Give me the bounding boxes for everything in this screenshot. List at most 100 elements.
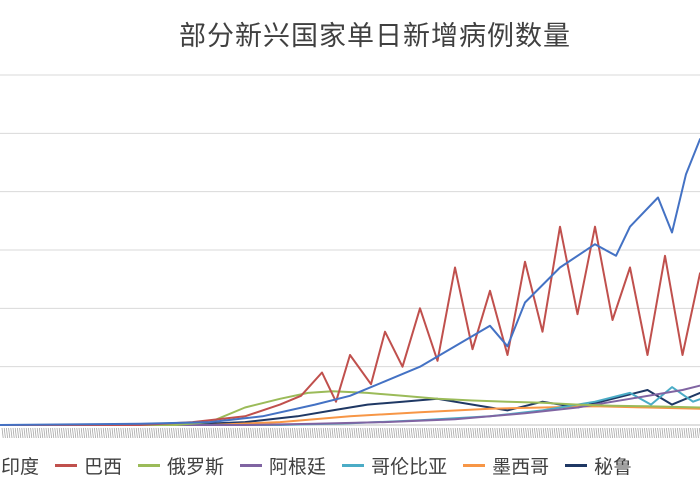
x-tick-mark <box>534 427 536 439</box>
x-tick-mark <box>254 427 257 439</box>
x-tick-mark <box>1 427 4 439</box>
x-tick-mark <box>518 427 521 439</box>
x-tick-mark <box>12 427 15 439</box>
x-tick-mark <box>283 427 286 439</box>
x-tick-mark <box>450 427 453 439</box>
x-tick-mark <box>305 427 308 439</box>
x-tick-mark <box>582 427 585 439</box>
x-tick-mark <box>375 427 378 439</box>
x-tick-mark <box>175 427 178 439</box>
x-tick-mark <box>162 427 165 439</box>
x-tick-mark <box>690 427 693 439</box>
x-tick-mark <box>197 427 200 439</box>
x-tick-mark <box>173 427 176 439</box>
x-tick-mark <box>223 427 226 439</box>
x-tick-mark <box>457 427 459 439</box>
x-tick-mark <box>336 427 338 439</box>
x-tick-mark <box>351 427 354 439</box>
legend-swatch <box>55 464 78 467</box>
x-tick-mark <box>461 427 464 439</box>
x-tick-mark <box>245 427 248 439</box>
x-tick-mark <box>474 427 477 439</box>
x-tick-mark <box>505 427 508 439</box>
x-tick-mark <box>274 427 277 439</box>
x-tick-mark <box>142 427 145 439</box>
legend-label: 印度 <box>1 456 40 478</box>
x-tick-mark <box>122 427 125 439</box>
x-tick-mark <box>204 427 206 439</box>
x-tick-mark <box>199 427 202 439</box>
x-tick-mark <box>485 427 488 439</box>
series-line-5 <box>0 405 700 426</box>
x-tick-mark <box>630 427 633 439</box>
x-tick-mark <box>107 427 110 439</box>
x-tick-mark <box>296 427 299 439</box>
x-tick-mark <box>166 427 169 439</box>
x-tick-mark <box>443 427 446 439</box>
x-tick-mark <box>250 427 253 439</box>
x-tick-mark <box>349 427 352 439</box>
x-tick-mark <box>56 427 59 439</box>
x-tick-mark <box>327 427 330 439</box>
x-tick-mark <box>58 427 61 439</box>
x-tick-mark <box>83 427 85 439</box>
x-tick-mark <box>419 427 422 439</box>
x-tick-mark <box>476 427 479 439</box>
x-tick-mark <box>503 427 506 439</box>
x-tick-mark <box>373 427 376 439</box>
chart-title: 部分新兴国家单日新增病例数量 <box>179 21 571 52</box>
x-tick-mark <box>617 427 620 439</box>
x-tick-mark <box>520 427 523 439</box>
x-tick-mark <box>210 427 213 439</box>
x-tick-mark <box>681 427 684 439</box>
x-tick-mark <box>74 427 77 439</box>
x-tick-mark <box>219 427 222 439</box>
legend-swatch <box>463 464 486 467</box>
series-line-3 <box>0 384 700 426</box>
x-tick-mark <box>278 427 281 439</box>
x-tick-mark <box>342 427 345 439</box>
x-tick-mark <box>666 427 668 439</box>
x-tick-mark <box>353 427 356 439</box>
x-tick-mark <box>426 427 429 439</box>
x-tick-mark <box>217 427 220 439</box>
x-tick-mark <box>300 427 303 439</box>
x-tick-mark <box>298 427 301 439</box>
x-tick-mark <box>65 427 68 439</box>
x-tick-mark <box>545 427 547 439</box>
x-tick-mark <box>338 427 341 439</box>
x-tick-mark <box>267 427 270 439</box>
x-tick-mark <box>230 427 233 439</box>
x-tick-mark <box>641 427 644 439</box>
x-tick-mark <box>3 427 6 439</box>
x-tick-mark <box>556 427 558 439</box>
x-tick-mark <box>153 427 156 439</box>
x-tick-mark <box>490 427 492 439</box>
x-tick-mark <box>193 427 195 439</box>
x-tick-mark <box>320 427 323 439</box>
series-line-2 <box>0 390 700 426</box>
x-tick-mark <box>287 427 290 439</box>
x-tick-mark <box>624 427 627 439</box>
x-tick-mark <box>146 427 149 439</box>
x-tick-mark <box>292 427 294 439</box>
x-tick-mark <box>424 427 426 439</box>
x-tick-mark <box>43 427 46 439</box>
x-tick-mark <box>261 427 264 439</box>
x-tick-mark <box>470 427 473 439</box>
x-tick-mark <box>67 427 70 439</box>
x-tick-mark <box>679 427 682 439</box>
x-tick-mark <box>369 427 371 439</box>
x-tick-mark <box>186 427 189 439</box>
x-tick-mark <box>131 427 134 439</box>
x-tick-mark <box>600 427 602 439</box>
x-tick-mark <box>61 427 63 439</box>
x-tick-mark <box>626 427 629 439</box>
x-tick-mark <box>358 427 360 439</box>
x-tick-mark <box>446 427 448 439</box>
x-tick-mark <box>628 427 631 439</box>
x-tick-mark <box>525 427 528 439</box>
x-tick-mark <box>151 427 154 439</box>
x-tick-mark <box>639 427 642 439</box>
